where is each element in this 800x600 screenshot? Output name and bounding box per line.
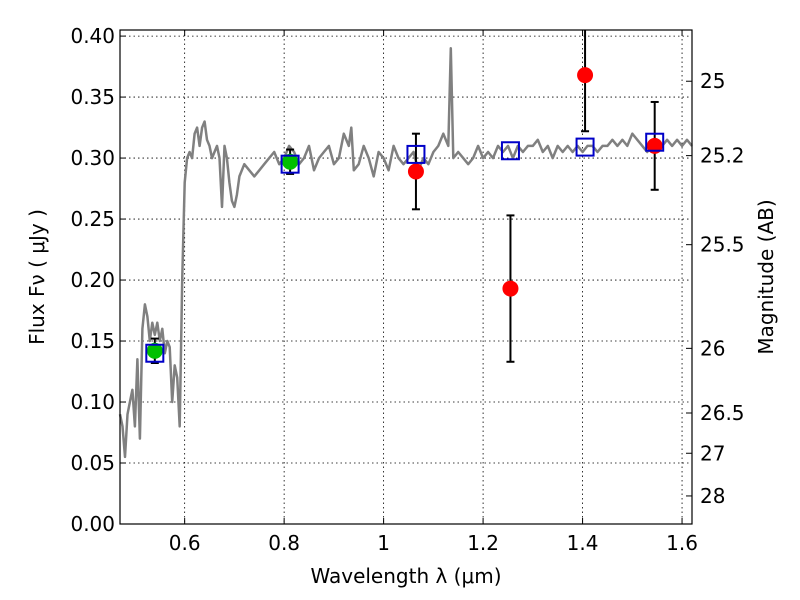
x-axis-title: Wavelength λ (μm) [310,564,501,588]
x-tick-label: 1.6 [666,531,698,555]
model-square-marker [280,154,300,174]
y-tick-label: 0.00 [70,512,115,536]
grid [120,30,692,525]
model-square-marker [645,132,665,152]
data-point [407,163,424,180]
y2-axis-title: Magnitude (AB) [754,199,778,354]
points-layer [145,30,665,364]
model-square-marker [145,343,165,363]
y2-tick-label: 26 [700,336,725,360]
y-tick-label: 0.20 [70,268,115,292]
y2-tick-label: 25 [700,69,725,93]
model-square-marker [406,144,426,164]
x-tick-label: 1 [377,531,390,555]
y2-tick-label: 26.5 [700,401,745,425]
plot-frame [119,29,693,525]
y-tick-label: 0.15 [70,329,115,353]
x-tick-label: 1.4 [567,531,599,555]
spectrum-line [118,47,693,459]
y2-tick-label: 25.2 [700,144,745,168]
y-tick-label: 0.30 [70,146,115,170]
y2-tick-label: 27 [700,441,725,465]
x-tick-label: 0.6 [169,531,201,555]
data-point [577,67,594,84]
y-tick-label: 0.35 [70,85,115,109]
x-tick-label: 1.2 [467,531,499,555]
y-tick-label: 0.25 [70,207,115,231]
y2-tick-label: 25.5 [700,233,745,257]
y-tick-label: 0.40 [70,24,115,48]
y2-tick-label: 28 [700,484,725,508]
y-tick-label: 0.10 [70,390,115,414]
x-tick-label: 0.8 [268,531,300,555]
ticks-layer: 0.6 0.8 1 1.2 1.4 1.6 0.00 0.05 0.10 0.15 0.20 0.25… [70,24,744,555]
y-tick-label: 0.05 [70,451,115,475]
data-point [502,280,519,297]
model-square-marker [500,141,520,161]
spectrum-layer [118,47,693,459]
model-square-marker [575,137,595,157]
y-axis-title: Flux Fν ( μJy ) [25,209,49,345]
